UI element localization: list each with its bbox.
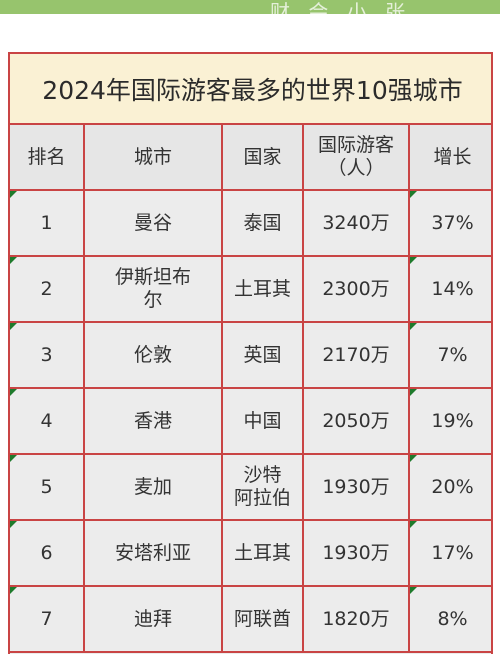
table-row: 6 安塔利亚 土耳其 1930万 17% <box>10 520 491 587</box>
country-cell: 土耳其 <box>222 256 304 323</box>
visitors-cell: 2300万 <box>303 256 410 323</box>
growth-cell: 19% <box>409 388 491 455</box>
city-cell: 曼谷 <box>84 190 223 257</box>
cell-corner-marker <box>10 257 17 264</box>
city-cell: 香港 <box>84 388 223 455</box>
table-title: 2024年国际游客最多的世界10强城市 <box>10 54 491 125</box>
header-country: 国家 <box>222 124 304 191</box>
rank-cell: 6 <box>10 520 85 587</box>
rank-cell: 4 <box>10 388 85 455</box>
rank-cell: 1 <box>10 190 85 257</box>
rank-cell: 7 <box>10 586 85 653</box>
ranking-table-container: 2024年国际游客最多的世界10强城市 排名 城市 国家 国际游客 （人） 增长… <box>8 52 493 654</box>
growth-value: 19% <box>431 409 474 432</box>
city-cell: 迪拜 <box>84 586 223 653</box>
watermark-text: 财 会 小 张 <box>270 0 412 14</box>
growth-cell: 14% <box>409 256 491 323</box>
table-row: 5 麦加 沙特 阿拉伯 1930万 20% <box>10 454 491 521</box>
visitors-cell: 1930万 <box>303 520 410 587</box>
visitors-cell: 3240万 <box>303 190 410 257</box>
rank-value: 2 <box>40 277 53 300</box>
growth-value: 8% <box>437 607 468 630</box>
growth-cell: 37% <box>409 190 491 257</box>
rank-value: 4 <box>40 409 53 432</box>
cell-corner-marker <box>10 455 17 462</box>
growth-value: 7% <box>437 343 468 366</box>
header-row: 排名 城市 国家 国际游客 （人） 增长 <box>10 124 491 191</box>
top-banner: 财 会 小 张 <box>0 0 500 14</box>
country-cell: 土耳其 <box>222 520 304 587</box>
rank-value: 7 <box>40 607 53 630</box>
rank-value: 3 <box>40 343 53 366</box>
cell-corner-marker <box>410 257 417 264</box>
growth-cell: 8% <box>409 586 491 653</box>
rank-value: 6 <box>40 541 53 564</box>
table-row: 2 伊斯坦布 尔 土耳其 2300万 14% <box>10 256 491 323</box>
table-row: 1 曼谷 泰国 3240万 37% <box>10 190 491 257</box>
visitors-cell: 2050万 <box>303 388 410 455</box>
table-row: 7 迪拜 阿联酋 1820万 8% <box>10 586 491 653</box>
growth-cell: 20% <box>409 454 491 521</box>
header-rank: 排名 <box>10 124 85 191</box>
header-visitors-line2: （人） <box>327 157 385 179</box>
header-visitors: 国际游客 （人） <box>303 124 410 191</box>
country-cell: 中国 <box>222 388 304 455</box>
country-cell: 英国 <box>222 322 304 389</box>
rank-cell: 3 <box>10 322 85 389</box>
table-row: 3 伦敦 英国 2170万 7% <box>10 322 491 389</box>
cell-corner-marker <box>10 191 17 198</box>
growth-cell: 7% <box>409 322 491 389</box>
growth-cell: 17% <box>409 520 491 587</box>
cell-corner-marker <box>410 455 417 462</box>
rank-cell: 5 <box>10 454 85 521</box>
country-line2: 阿拉伯 <box>233 487 291 509</box>
table-row: 4 香港 中国 2050万 19% <box>10 388 491 455</box>
country-cell: 阿联酋 <box>222 586 304 653</box>
rank-value: 5 <box>40 475 53 498</box>
growth-value: 37% <box>431 211 474 234</box>
cell-corner-marker <box>410 323 417 330</box>
rank-cell: 2 <box>10 256 85 323</box>
growth-value: 14% <box>431 277 474 300</box>
header-growth: 增长 <box>409 124 491 191</box>
header-visitors-line1: 国际游客 <box>317 134 394 157</box>
visitors-cell: 2170万 <box>303 322 410 389</box>
country-cell: 泰国 <box>222 190 304 257</box>
cell-corner-marker <box>410 389 417 396</box>
cell-corner-marker <box>410 521 417 528</box>
city-cell: 伦敦 <box>84 322 223 389</box>
growth-value: 20% <box>431 475 474 498</box>
city-line1: 伊斯坦布 <box>114 266 191 289</box>
header-city: 城市 <box>84 124 223 191</box>
city-cell: 麦加 <box>84 454 223 521</box>
city-line2: 尔 <box>143 289 163 311</box>
city-cell: 伊斯坦布 尔 <box>84 256 223 323</box>
cell-corner-marker <box>10 389 17 396</box>
country-cell: 沙特 阿拉伯 <box>222 454 304 521</box>
cell-corner-marker <box>10 323 17 330</box>
growth-value: 17% <box>431 541 474 564</box>
cell-corner-marker <box>10 587 17 594</box>
cell-corner-marker <box>10 521 17 528</box>
ranking-table: 2024年国际游客最多的世界10强城市 排名 城市 国家 国际游客 （人） 增长… <box>10 54 491 653</box>
rank-value: 1 <box>40 211 53 234</box>
visitors-cell: 1930万 <box>303 454 410 521</box>
city-cell: 安塔利亚 <box>84 520 223 587</box>
cell-corner-marker <box>410 191 417 198</box>
cell-corner-marker <box>410 587 417 594</box>
visitors-cell: 1820万 <box>303 586 410 653</box>
country-line1: 沙特 <box>243 464 282 487</box>
